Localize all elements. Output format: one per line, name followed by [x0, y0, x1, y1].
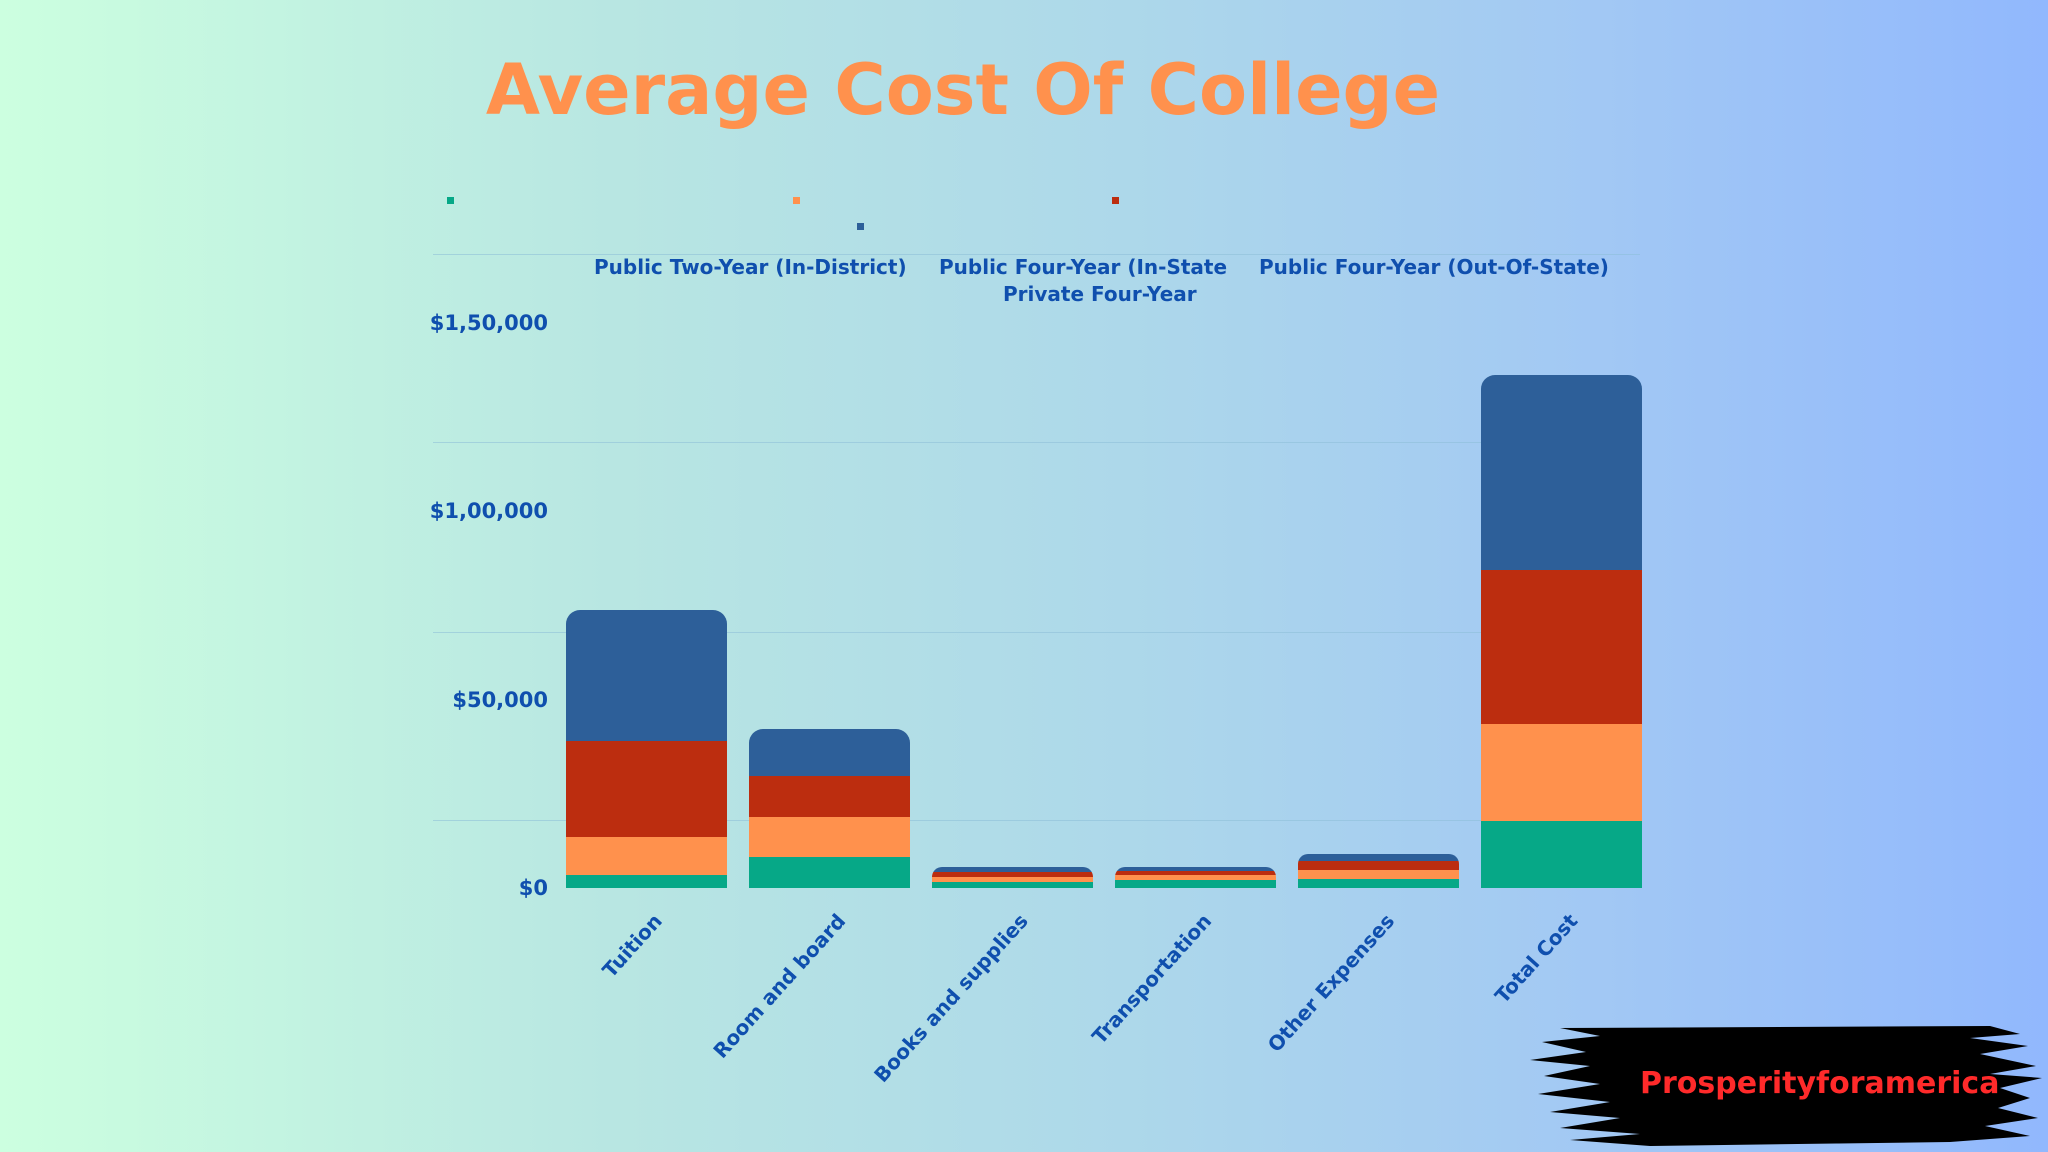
y-tick-label: $50,000: [452, 688, 548, 712]
y-tick-label: $1,00,000: [429, 499, 548, 523]
bar-segment: [1481, 375, 1642, 570]
brush-stroke-badge: [1530, 1026, 2042, 1146]
stacked-bar: [1298, 853, 1459, 888]
bar-segment: [932, 867, 1093, 873]
bar-segment: [1481, 569, 1642, 725]
bar-segment: [1298, 869, 1459, 879]
bar-segment: [1298, 853, 1459, 862]
x-tick-label: Other Expenses: [1262, 908, 1399, 1057]
gridline: [433, 442, 1640, 443]
x-tick-label: Transportation: [1086, 908, 1216, 1049]
stacked-bar: [1115, 866, 1276, 888]
bar-segment: [1481, 724, 1642, 821]
bar-segment: [1481, 820, 1642, 888]
bar-segment: [749, 729, 910, 776]
chart-title: Average Cost Of College: [485, 49, 1441, 131]
bar-segment: [1115, 875, 1276, 881]
legend-marker-private-four-year: [857, 223, 864, 230]
bar-segment: [749, 816, 910, 858]
bar-segment: [932, 881, 1093, 888]
x-tick-label: Total Cost: [1489, 908, 1582, 1008]
bar-segment: [566, 837, 727, 875]
bar-segment: [749, 775, 910, 817]
bar-segment: [1298, 878, 1459, 888]
bar-segment: [1115, 866, 1276, 871]
bar-segment: [1298, 861, 1459, 870]
legend-marker-public-four-out-of-state: [1112, 197, 1119, 204]
watermark-text: Prosperityforamerica: [1640, 1066, 2000, 1101]
gridline: [433, 632, 1640, 633]
gridline: [433, 820, 1640, 821]
stacked-bar: [566, 610, 727, 888]
legend-marker-public-two-year: [447, 197, 454, 204]
bar-segment: [566, 741, 727, 838]
x-tick-label: Tuition: [597, 908, 667, 983]
legend-label-public-four-in-state: Public Four-Year (In-State: [939, 255, 1228, 279]
x-tick-label: Books and supplies: [869, 908, 1033, 1087]
legend-label-public-two-year: Public Two-Year (In-District): [594, 255, 907, 279]
gridline: [433, 254, 1640, 255]
y-tick-label: $1,50,000: [429, 311, 548, 335]
bar-segment: [749, 857, 910, 888]
y-tick-label: $0: [518, 876, 548, 900]
bar-segment: [1115, 870, 1276, 876]
bar-segment: [566, 874, 727, 888]
legend-marker-public-four-in-state: [793, 197, 800, 204]
stacked-bar: [932, 867, 1093, 888]
bar-segment: [566, 610, 727, 742]
legend-label-public-four-out-of-state: Public Four-Year (Out-Of-State): [1259, 255, 1609, 279]
x-tick-label: Room and board: [708, 908, 850, 1063]
bar-segment: [932, 877, 1093, 882]
bar-segment: [1115, 880, 1276, 888]
bar-segment: [932, 872, 1093, 878]
stacked-bar: [749, 729, 910, 888]
stacked-bar: [1481, 375, 1642, 888]
legend-label-private-four-year: Private Four-Year: [1003, 282, 1197, 306]
